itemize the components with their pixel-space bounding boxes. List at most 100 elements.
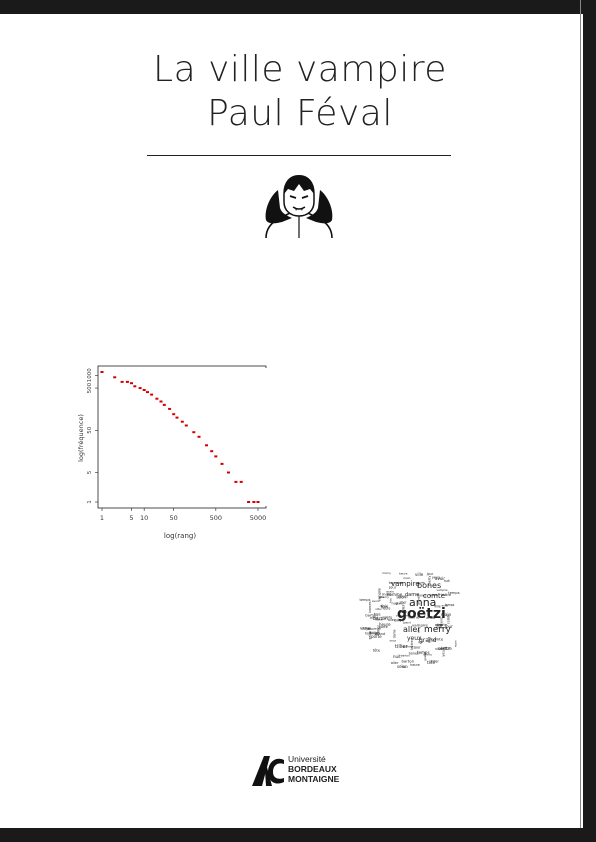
word-cloud-filler-word: porte (417, 581, 425, 585)
word-cloud-filler-word: merry (382, 571, 391, 575)
word-cloud-filler-word: barton (365, 614, 378, 618)
word-cloud-filler-word: nuit (392, 602, 400, 606)
word-cloud-filler-word: fois (402, 665, 407, 669)
word-cloud-filler-word: heure (410, 663, 420, 667)
word-cloud-word: homme (387, 592, 403, 597)
word-cloud-filler-word: barton (401, 653, 410, 657)
data-point (162, 403, 166, 406)
word-cloud-filler-word: anna (374, 626, 381, 630)
x-tick-label: 5 (129, 514, 133, 522)
word-cloud-filler-word: anna (426, 616, 435, 620)
y-axis-label: log(fréquence) (77, 414, 85, 462)
word-cloud-filler-word: selon (368, 631, 372, 639)
data-point (146, 391, 149, 394)
data-point (150, 393, 154, 396)
word-cloud-filler-word: porte (438, 623, 448, 627)
data-point (184, 424, 188, 427)
word-cloud-filler-word: fois (374, 612, 381, 617)
word-cloud-filler-word: heure (382, 607, 391, 611)
word-cloud-filler-word: grand (375, 632, 385, 636)
data-point (168, 407, 172, 410)
word-cloud-filler-word: dame (375, 618, 383, 622)
word-cloud-filler-word: merry (380, 595, 389, 599)
word-cloud-word: bones (417, 581, 441, 590)
word-cloud-word: selon (397, 664, 408, 669)
word-cloud-word: comte (423, 592, 445, 600)
word-cloud-filler-word: bones (398, 594, 408, 598)
data-point (113, 376, 117, 379)
word-cloud-filler-word: goëtzi (429, 593, 438, 597)
x-axis-label: log(rang) (164, 532, 196, 540)
word-cloud-filler-word: yeux (432, 575, 440, 579)
data-point (180, 420, 184, 423)
word-cloud-filler-word: homme (365, 631, 377, 635)
word-cloud-filler-word: goëtzi (438, 646, 450, 651)
data-point (142, 389, 146, 391)
logo-line-3: MONTAIGNE (288, 774, 340, 784)
word-cloud-filler-word: jour (413, 646, 421, 650)
vampire-icon (265, 175, 333, 239)
word-cloud-filler-word: nuit (418, 640, 423, 644)
page-frame-rule (580, 0, 581, 842)
word-cloud-filler-word: bones (417, 593, 427, 597)
word-cloud-filler-word: main (382, 593, 392, 597)
word-cloud-word: nuit (393, 654, 401, 659)
data-point (192, 431, 196, 434)
page-frame-bottom (0, 828, 596, 842)
data-point (227, 471, 230, 474)
y-tick-label: 1 (87, 500, 93, 504)
word-cloud-filler-word: temps (360, 598, 371, 602)
y-tick-label: 5 (87, 470, 93, 474)
word-cloud-word: dame (405, 592, 419, 598)
word-cloud-filler-word: ville (375, 607, 381, 611)
word-cloud-filler-word: bones (409, 652, 419, 656)
word-cloud-filler-word: comte (447, 614, 451, 624)
data-point (247, 501, 251, 503)
title-divider (147, 155, 451, 156)
page-frame-top (0, 0, 596, 14)
y-tick-label: 500 (87, 382, 93, 393)
data-point (125, 380, 129, 383)
word-cloud-filler-word: lettre (410, 639, 414, 649)
word-cloud-filler-word: heure (399, 571, 408, 575)
plot-frame-mask (262, 368, 272, 506)
word-cloud-filler-word: lettre (441, 593, 452, 597)
data-point (234, 480, 238, 483)
x-tick-label: 500 (210, 514, 222, 522)
word-cloud-filler-word: homme (389, 580, 404, 585)
word-cloud-word: goëtzi (397, 606, 446, 622)
word-cloud-filler-word: barton (402, 658, 415, 663)
x-tick-label: 50 (170, 514, 178, 522)
word-cloud-word: porte (371, 634, 382, 639)
word-cloud-filler-word: dame (380, 604, 388, 608)
data-point (214, 455, 218, 458)
data-point (210, 450, 214, 453)
word-cloud-word: ville (415, 572, 424, 577)
data-point (205, 444, 208, 447)
university-logo-text: Université BORDEAUX MONTAIGNE (288, 754, 339, 784)
x-tick-label: 1 (100, 514, 104, 522)
logo-line-2: BORDEAUX (288, 764, 337, 774)
title-block: La ville vampire Paul Féval (110, 48, 490, 136)
word-cloud-filler-word: dame (408, 615, 419, 620)
word-cloud-filler-word: main (386, 589, 394, 593)
data-point (172, 413, 176, 416)
word-cloud-word: aller (403, 625, 421, 634)
word-cloud-filler-word: vampire (437, 588, 448, 592)
word-cloud-filler-word: comte (434, 626, 443, 630)
data-point (138, 387, 142, 390)
word-cloud-word: temps (417, 650, 430, 655)
word-cloud-filler-word: merry (427, 575, 431, 585)
word-cloud-filler-word: tillier (431, 660, 440, 664)
x-tick-label: 5000 (250, 514, 267, 522)
word-cloud-filler-word: tillier (370, 630, 380, 635)
data-point (256, 501, 260, 503)
word-cloud-filler-word: aller (388, 618, 396, 622)
word-cloud-filler-word: avoir (394, 617, 404, 622)
data-point (100, 371, 104, 373)
word-cloud-word: anna (409, 596, 436, 609)
word-cloud-filler-word: yeux (390, 638, 397, 642)
word-cloud-filler-word: tête (379, 595, 385, 599)
x-axis-ticks: 1 5 10 50 500 5000 (100, 508, 266, 522)
